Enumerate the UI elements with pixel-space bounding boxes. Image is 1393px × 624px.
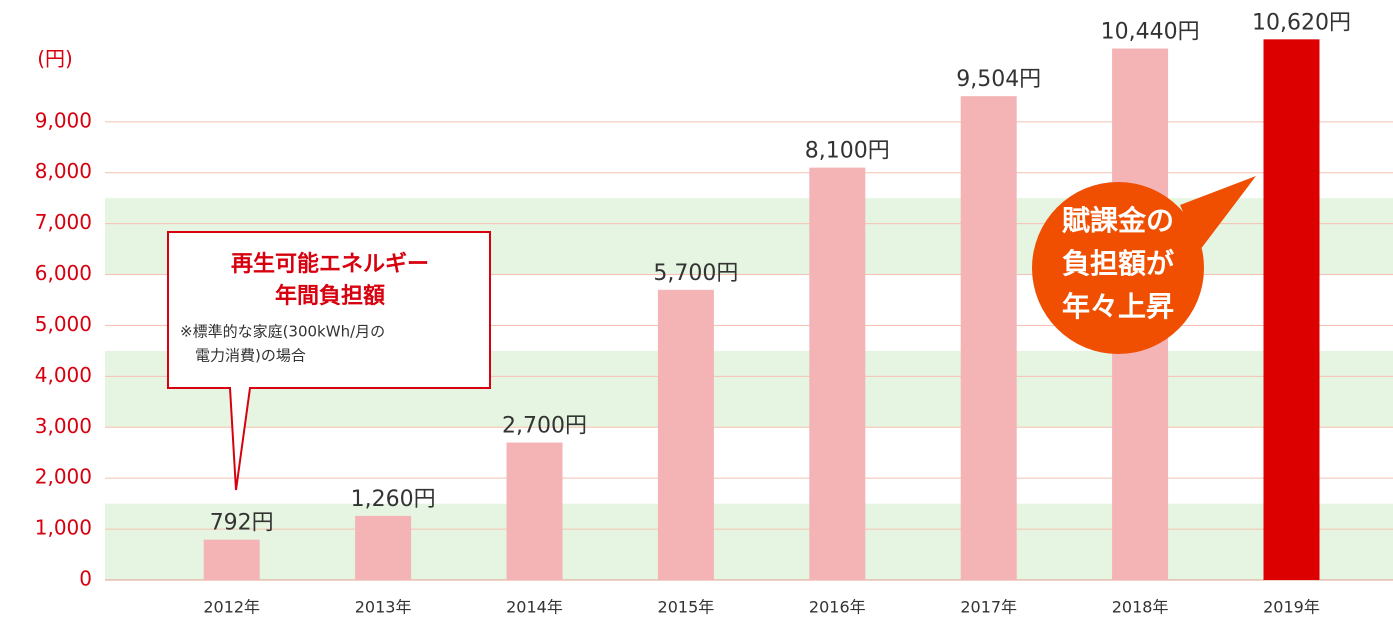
bar bbox=[203, 539, 260, 580]
callout-pointer bbox=[1180, 176, 1256, 250]
x-tick-label: 2019年 bbox=[1263, 598, 1320, 617]
x-tick-label: 2014年 bbox=[506, 598, 563, 617]
callout-note: 電力消費)の場合 bbox=[195, 347, 306, 365]
y-tick-label: 9,000 bbox=[35, 108, 92, 132]
y-axis-label: (円) bbox=[37, 47, 73, 71]
band bbox=[105, 503, 1393, 580]
grid bbox=[105, 121, 1393, 581]
value-label: 792円 bbox=[210, 511, 274, 536]
bar bbox=[809, 167, 866, 581]
bar bbox=[1263, 39, 1320, 580]
value-label: 8,100円 bbox=[805, 139, 890, 164]
bar bbox=[355, 515, 412, 580]
value-label: 10,620円 bbox=[1252, 10, 1351, 35]
callout-circle: 賦課金の 負担額が 年々上昇 bbox=[1032, 176, 1256, 354]
y-tick-label: 8,000 bbox=[35, 159, 92, 183]
y-tick-label: 2,000 bbox=[35, 465, 92, 489]
y-tick-label: 3,000 bbox=[35, 414, 92, 438]
bar bbox=[657, 289, 714, 580]
callout-box: 再生可能エネルギー 年間負担額 ※標準的な家庭(300kWh/月の 電力消費)の… bbox=[167, 231, 491, 491]
x-tick-label: 2017年 bbox=[960, 598, 1017, 617]
y-tick-label: 6,000 bbox=[35, 261, 92, 285]
y-tick-label: 1,000 bbox=[35, 516, 92, 540]
x-tick-label: 2016年 bbox=[809, 598, 866, 617]
value-label: 1,260円 bbox=[351, 487, 436, 512]
bars bbox=[203, 39, 1320, 581]
x-tick-label: 2013年 bbox=[355, 598, 412, 617]
value-label: 2,700円 bbox=[502, 414, 587, 439]
bar bbox=[960, 96, 1017, 580]
y-tick-label: 4,000 bbox=[35, 363, 92, 387]
x-tick-label: 2015年 bbox=[658, 598, 715, 617]
bar bbox=[506, 442, 563, 580]
y-tick-label: 7,000 bbox=[35, 210, 92, 234]
y-tick-label: 5,000 bbox=[35, 312, 92, 336]
x-tick-label: 2012年 bbox=[203, 598, 260, 617]
callout-text: 負担額が bbox=[1062, 247, 1174, 280]
callout-title: 年間負担額 bbox=[275, 283, 385, 309]
callout-text: 賦課金の bbox=[1062, 204, 1174, 237]
value-label: 5,700円 bbox=[653, 261, 738, 286]
callout-title: 再生可能エネルギー bbox=[231, 251, 429, 277]
y-tick-label: 0 bbox=[79, 567, 92, 591]
value-label: 9,504円 bbox=[956, 67, 1041, 92]
callout-bubble bbox=[1032, 182, 1204, 354]
callout-note: ※標準的な家庭(300kWh/月の bbox=[180, 323, 385, 341]
x-tick-label: 2018年 bbox=[1112, 598, 1169, 617]
callout-shape bbox=[167, 231, 491, 491]
value-label: 10,440円 bbox=[1101, 20, 1200, 45]
callout-text: 年々上昇 bbox=[1062, 290, 1174, 323]
